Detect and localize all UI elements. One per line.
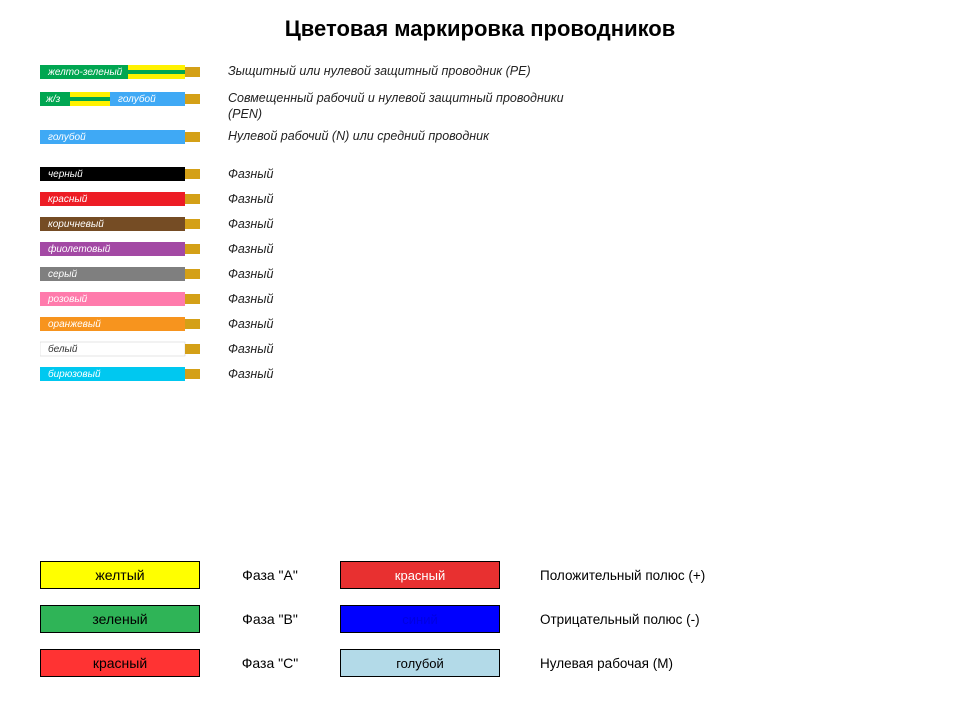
phase-table: желтый Фаза "A" красный Положительный по… — [40, 560, 920, 692]
wire-orange-label: оранжевый — [48, 319, 101, 330]
wire-row-orange: оранжевый Фазный — [40, 315, 960, 337]
wire-row-pink: розовый Фазный — [40, 290, 960, 312]
phase-c-label: Фаза "C" — [200, 655, 340, 671]
phase-row-c: красный Фаза "C" голубой Нулевая рабочая… — [40, 648, 920, 678]
wire-pe-icon: желто-зеленый — [40, 62, 200, 82]
wire-brown-icon: коричневый — [40, 215, 200, 233]
phase-c-pole: Нулевая рабочая (M) — [540, 656, 673, 671]
wire-black-desc: Фазный — [228, 165, 273, 183]
phase-row-b: зеленый Фаза "B" синий Отрицательный пол… — [40, 604, 920, 634]
wire-grey-desc: Фазный — [228, 265, 273, 283]
wire-pink-desc: Фазный — [228, 290, 273, 308]
wire-brown-desc: Фазный — [228, 215, 273, 233]
wire-cyan-icon: бирюзовый — [40, 365, 200, 383]
phase-a-label: Фаза "A" — [200, 567, 340, 583]
wire-row-grey: серый Фазный — [40, 265, 960, 287]
wire-red-label: красный — [48, 194, 88, 205]
wire-row-red: красный Фазный — [40, 190, 960, 212]
wires-table: желто-зеленый Зыщитный или нулевой защит… — [0, 62, 960, 387]
wire-row-black: черный Фазный — [40, 165, 960, 187]
wire-grey-label: серый — [48, 269, 77, 280]
phase-b-right-box: синий — [340, 605, 500, 633]
wire-row-cyan: бирюзовый Фазный — [40, 365, 960, 387]
phase-a-pole: Положительный полюс (+) — [540, 568, 705, 583]
wire-row-brown: коричневый Фазный — [40, 215, 960, 237]
wire-row-white: белый Фазный — [40, 340, 960, 362]
wire-white-desc: Фазный — [228, 340, 273, 358]
wire-pen-desc: Совмещенный рабочий и нулевой защитный п… — [228, 89, 588, 122]
wire-row-pe: желто-зеленый Зыщитный или нулевой защит… — [40, 62, 960, 84]
wire-n-desc: Нулевой рабочий (N) или средний проводни… — [228, 127, 489, 145]
phase-c-left-box: красный — [40, 649, 200, 677]
wire-white-label: белый — [48, 343, 78, 355]
wire-cyan-desc: Фазный — [228, 365, 273, 383]
phase-a-left-box: желтый — [40, 561, 200, 589]
wire-violet-desc: Фазный — [228, 240, 273, 258]
page-title: Цветовая маркировка проводников — [0, 0, 960, 62]
wire-grey-icon: серый — [40, 265, 200, 283]
wire-red-icon: красный — [40, 190, 200, 208]
wire-pe-label: желто-зеленый — [47, 67, 123, 78]
wire-row-pen: ж/з голубой Совмещенный рабочий и нулево… — [40, 89, 960, 122]
wire-red-desc: Фазный — [228, 190, 273, 208]
wire-violet-label: фиолетовый — [48, 243, 111, 255]
wire-pink-icon: розовый — [40, 290, 200, 308]
phase-b-pole: Отрицательный полюс (-) — [540, 612, 700, 627]
wire-pen-label1: ж/з — [45, 94, 61, 105]
wire-orange-icon: оранжевый — [40, 315, 200, 333]
wire-black-icon: черный — [40, 165, 200, 183]
wire-pen-icon: ж/з голубой — [40, 89, 200, 109]
wire-orange-desc: Фазный — [228, 315, 273, 333]
phase-row-a: желтый Фаза "A" красный Положительный по… — [40, 560, 920, 590]
wire-row-n: голубой Нулевой рабочий (N) или средний … — [40, 127, 960, 149]
wire-white-icon: белый — [40, 340, 200, 358]
phase-c-right-box: голубой — [340, 649, 500, 677]
wire-brown-label: коричневый — [48, 219, 104, 230]
phase-b-label: Фаза "B" — [200, 611, 340, 627]
phase-a-right-box: красный — [340, 561, 500, 589]
wire-pen-label2: голубой — [118, 93, 156, 105]
wire-cyan-label: бирюзовый — [48, 368, 101, 380]
wire-n-icon: голубой — [40, 127, 200, 147]
wire-violet-icon: фиолетовый — [40, 240, 200, 258]
wire-black-label: черный — [48, 169, 83, 180]
wire-pink-label: розовый — [47, 294, 88, 305]
phase-b-left-box: зеленый — [40, 605, 200, 633]
wire-n-label: голубой — [48, 131, 86, 143]
wire-pe-desc: Зыщитный или нулевой защитный проводник … — [228, 62, 531, 80]
wire-row-violet: фиолетовый Фазный — [40, 240, 960, 262]
